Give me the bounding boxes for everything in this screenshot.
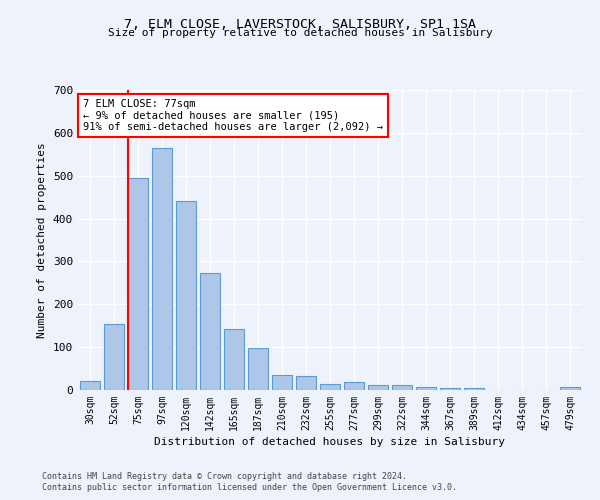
Text: Size of property relative to detached houses in Salisbury: Size of property relative to detached ho…	[107, 28, 493, 38]
Bar	[272, 375, 292, 390]
Bar	[176, 200, 196, 390]
Bar	[104, 324, 124, 390]
X-axis label: Distribution of detached houses by size in Salisbury: Distribution of detached houses by size …	[155, 437, 505, 447]
Y-axis label: Number of detached properties: Number of detached properties	[37, 142, 47, 338]
Bar	[368, 385, 388, 390]
Bar	[248, 348, 268, 390]
Bar	[392, 386, 412, 390]
Text: Contains public sector information licensed under the Open Government Licence v3: Contains public sector information licen…	[42, 484, 457, 492]
Bar	[464, 388, 484, 390]
Bar	[320, 384, 340, 390]
Bar	[296, 376, 316, 390]
Bar	[128, 178, 148, 390]
Bar	[560, 387, 580, 390]
Bar	[152, 148, 172, 390]
Text: 7, ELM CLOSE, LAVERSTOCK, SALISBURY, SP1 1SA: 7, ELM CLOSE, LAVERSTOCK, SALISBURY, SP1…	[124, 18, 476, 30]
Bar	[80, 380, 100, 390]
Bar	[416, 387, 436, 390]
Bar	[224, 328, 244, 390]
Text: Contains HM Land Registry data © Crown copyright and database right 2024.: Contains HM Land Registry data © Crown c…	[42, 472, 407, 481]
Text: 7 ELM CLOSE: 77sqm
← 9% of detached houses are smaller (195)
91% of semi-detache: 7 ELM CLOSE: 77sqm ← 9% of detached hous…	[83, 99, 383, 132]
Bar	[344, 382, 364, 390]
Bar	[440, 388, 460, 390]
Bar	[200, 274, 220, 390]
